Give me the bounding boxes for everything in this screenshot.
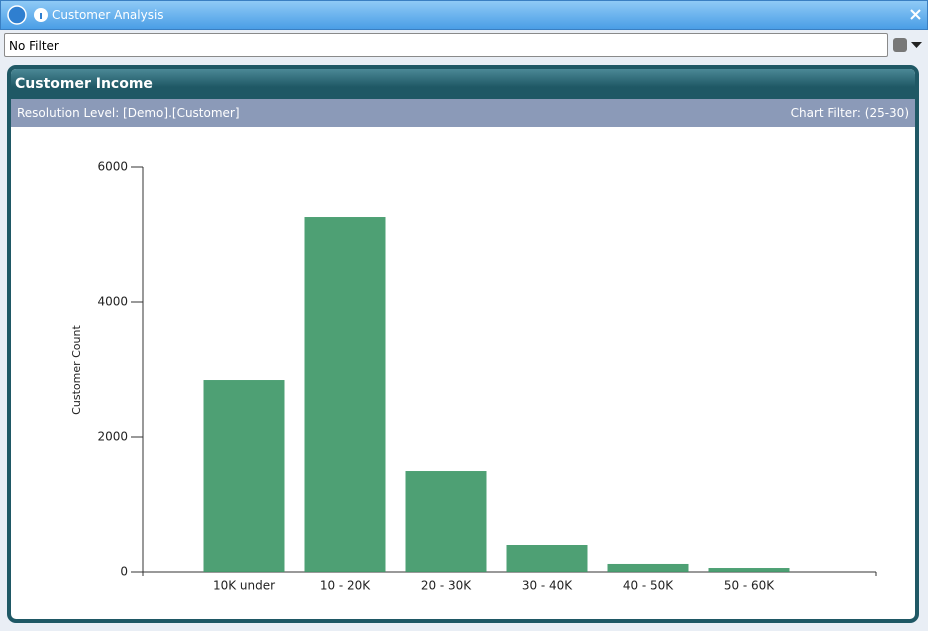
x-tick-label: 10 - 20K (320, 579, 371, 593)
resolution-level: Resolution Level: [Demo].[Customer] (17, 106, 240, 120)
y-tick-label: 4000 (97, 295, 128, 309)
chart-filter[interactable]: Chart Filter: (25-30) (790, 106, 909, 120)
bar (708, 568, 790, 572)
y-axis-label: Customer Count (70, 325, 83, 415)
info-glyph (40, 13, 42, 19)
title-bar (0, 0, 928, 30)
bar (203, 380, 285, 572)
bar (405, 471, 487, 572)
x-tick-label: 20 - 30K (421, 579, 472, 593)
x-tick-label: 30 - 40K (522, 579, 573, 593)
x-tick-label: 50 - 60K (724, 579, 775, 593)
y-tick-label: 6000 (97, 160, 128, 174)
bar (607, 563, 689, 572)
filter-input[interactable]: No Filter (4, 33, 888, 57)
y-tick-label: 2000 (97, 430, 128, 444)
dropdown-arrow[interactable] (911, 42, 922, 48)
y-tick-label: 0 (120, 565, 128, 579)
app-icon[interactable] (7, 5, 27, 25)
bar (304, 217, 386, 572)
filter-button[interactable] (893, 38, 907, 52)
window-title: Customer Analysis (52, 8, 164, 22)
bar (506, 545, 588, 572)
panel-subheader: Resolution Level: [Demo].[Customer] Char… (11, 99, 915, 127)
panel-title: Customer Income (11, 69, 915, 99)
x-tick-label: 40 - 50K (623, 579, 674, 593)
close-button[interactable] (910, 9, 921, 20)
x-tick-label: 10K under (213, 579, 275, 593)
